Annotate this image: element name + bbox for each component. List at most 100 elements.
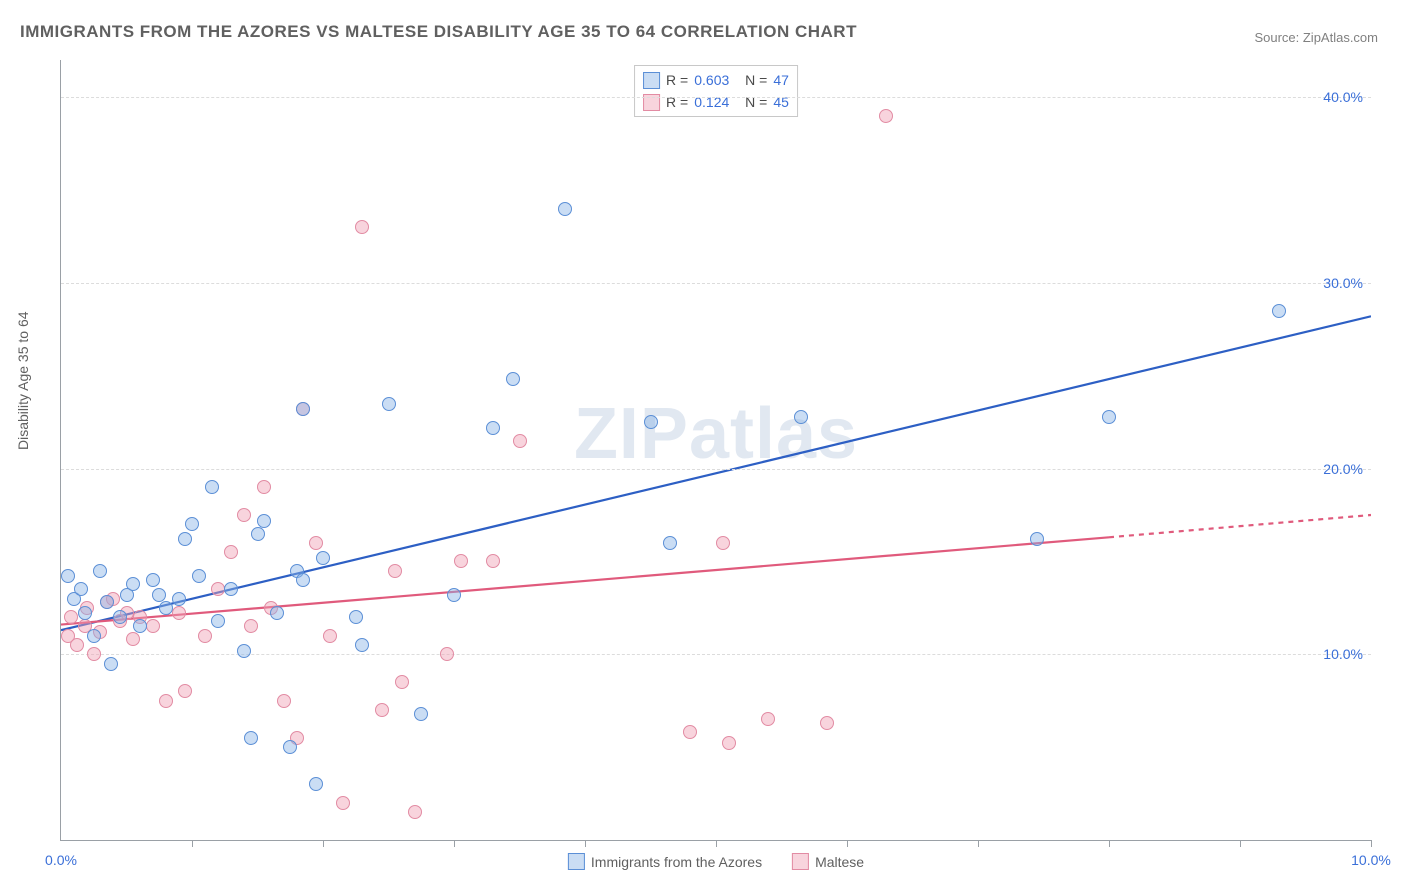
correlation-legend: R = 0.603 N = 47 R = 0.124 N = 45 (634, 65, 798, 117)
data-point (237, 508, 251, 522)
source-name: ZipAtlas.com (1303, 30, 1378, 45)
n-value: 47 (773, 72, 789, 88)
data-point (270, 606, 284, 620)
x-tick (454, 840, 455, 847)
r-label: R = (666, 72, 688, 88)
data-point (244, 731, 258, 745)
trend-lines (61, 60, 1371, 840)
data-point (395, 675, 409, 689)
data-point (506, 372, 520, 386)
gridline (61, 654, 1371, 655)
data-point (224, 545, 238, 559)
data-point (879, 109, 893, 123)
data-point (355, 220, 369, 234)
legend-row: R = 0.603 N = 47 (643, 69, 789, 91)
data-point (172, 592, 186, 606)
data-point (224, 582, 238, 596)
data-point (486, 554, 500, 568)
x-tick (978, 840, 979, 847)
data-point (61, 569, 75, 583)
data-point (87, 647, 101, 661)
data-point (78, 606, 92, 620)
source-prefix: Source: (1254, 30, 1302, 45)
data-point (316, 551, 330, 565)
plot-area: ZIPatlas R = 0.603 N = 47 R = 0.124 N = … (60, 60, 1371, 841)
data-point (761, 712, 775, 726)
data-point (1030, 532, 1044, 546)
watermark: ZIPatlas (574, 393, 858, 475)
chart-container: Disability Age 35 to 64 ZIPatlas R = 0.6… (20, 50, 1386, 870)
y-tick-label: 30.0% (1323, 275, 1363, 291)
data-point (159, 694, 173, 708)
data-point (388, 564, 402, 578)
series-legend: Immigrants from the Azores Maltese (568, 853, 864, 870)
legend-label: Immigrants from the Azores (591, 854, 762, 870)
data-point (146, 573, 160, 587)
chart-title: IMMIGRANTS FROM THE AZORES VS MALTESE DI… (20, 22, 857, 42)
data-point (257, 514, 271, 528)
data-point (126, 577, 140, 591)
trend-line (61, 537, 1109, 624)
y-tick-label: 40.0% (1323, 89, 1363, 105)
data-point (185, 517, 199, 531)
data-point (440, 647, 454, 661)
data-point (277, 694, 291, 708)
data-point (309, 777, 323, 791)
y-axis-label: Disability Age 35 to 64 (15, 311, 31, 450)
data-point (454, 554, 468, 568)
n-label: N = (745, 72, 767, 88)
data-point (716, 536, 730, 550)
y-tick-label: 10.0% (1323, 646, 1363, 662)
x-tick (1109, 840, 1110, 847)
data-point (211, 614, 225, 628)
data-point (382, 397, 396, 411)
x-axis-min-label: 0.0% (45, 852, 77, 868)
data-point (104, 657, 118, 671)
data-point (100, 595, 114, 609)
swatch-icon (568, 853, 585, 870)
x-tick (716, 840, 717, 847)
data-point (93, 564, 107, 578)
data-point (447, 588, 461, 602)
swatch-icon (643, 94, 660, 111)
swatch-icon (792, 853, 809, 870)
gridline (61, 283, 1371, 284)
trend-line (61, 316, 1371, 630)
data-point (355, 638, 369, 652)
data-point (64, 610, 78, 624)
data-point (237, 644, 251, 658)
data-point (513, 434, 527, 448)
data-point (178, 532, 192, 546)
data-point (244, 619, 258, 633)
x-tick (585, 840, 586, 847)
data-point (336, 796, 350, 810)
data-point (414, 707, 428, 721)
data-point (74, 582, 88, 596)
x-tick (192, 840, 193, 847)
data-point (70, 638, 84, 652)
data-point (296, 402, 310, 416)
gridline (61, 97, 1371, 98)
legend-row: R = 0.124 N = 45 (643, 91, 789, 113)
swatch-icon (643, 72, 660, 89)
x-tick (847, 840, 848, 847)
legend-item: Maltese (792, 853, 864, 870)
data-point (722, 736, 736, 750)
data-point (558, 202, 572, 216)
gridline (61, 469, 1371, 470)
data-point (283, 740, 297, 754)
data-point (87, 629, 101, 643)
data-point (251, 527, 265, 541)
data-point (1272, 304, 1286, 318)
data-point (375, 703, 389, 717)
data-point (683, 725, 697, 739)
data-point (794, 410, 808, 424)
data-point (1102, 410, 1116, 424)
x-tick (1240, 840, 1241, 847)
y-tick-label: 20.0% (1323, 461, 1363, 477)
legend-item: Immigrants from the Azores (568, 853, 762, 870)
data-point (408, 805, 422, 819)
data-point (349, 610, 363, 624)
source-credit: Source: ZipAtlas.com (1254, 30, 1378, 45)
x-axis-max-label: 10.0% (1351, 852, 1391, 868)
